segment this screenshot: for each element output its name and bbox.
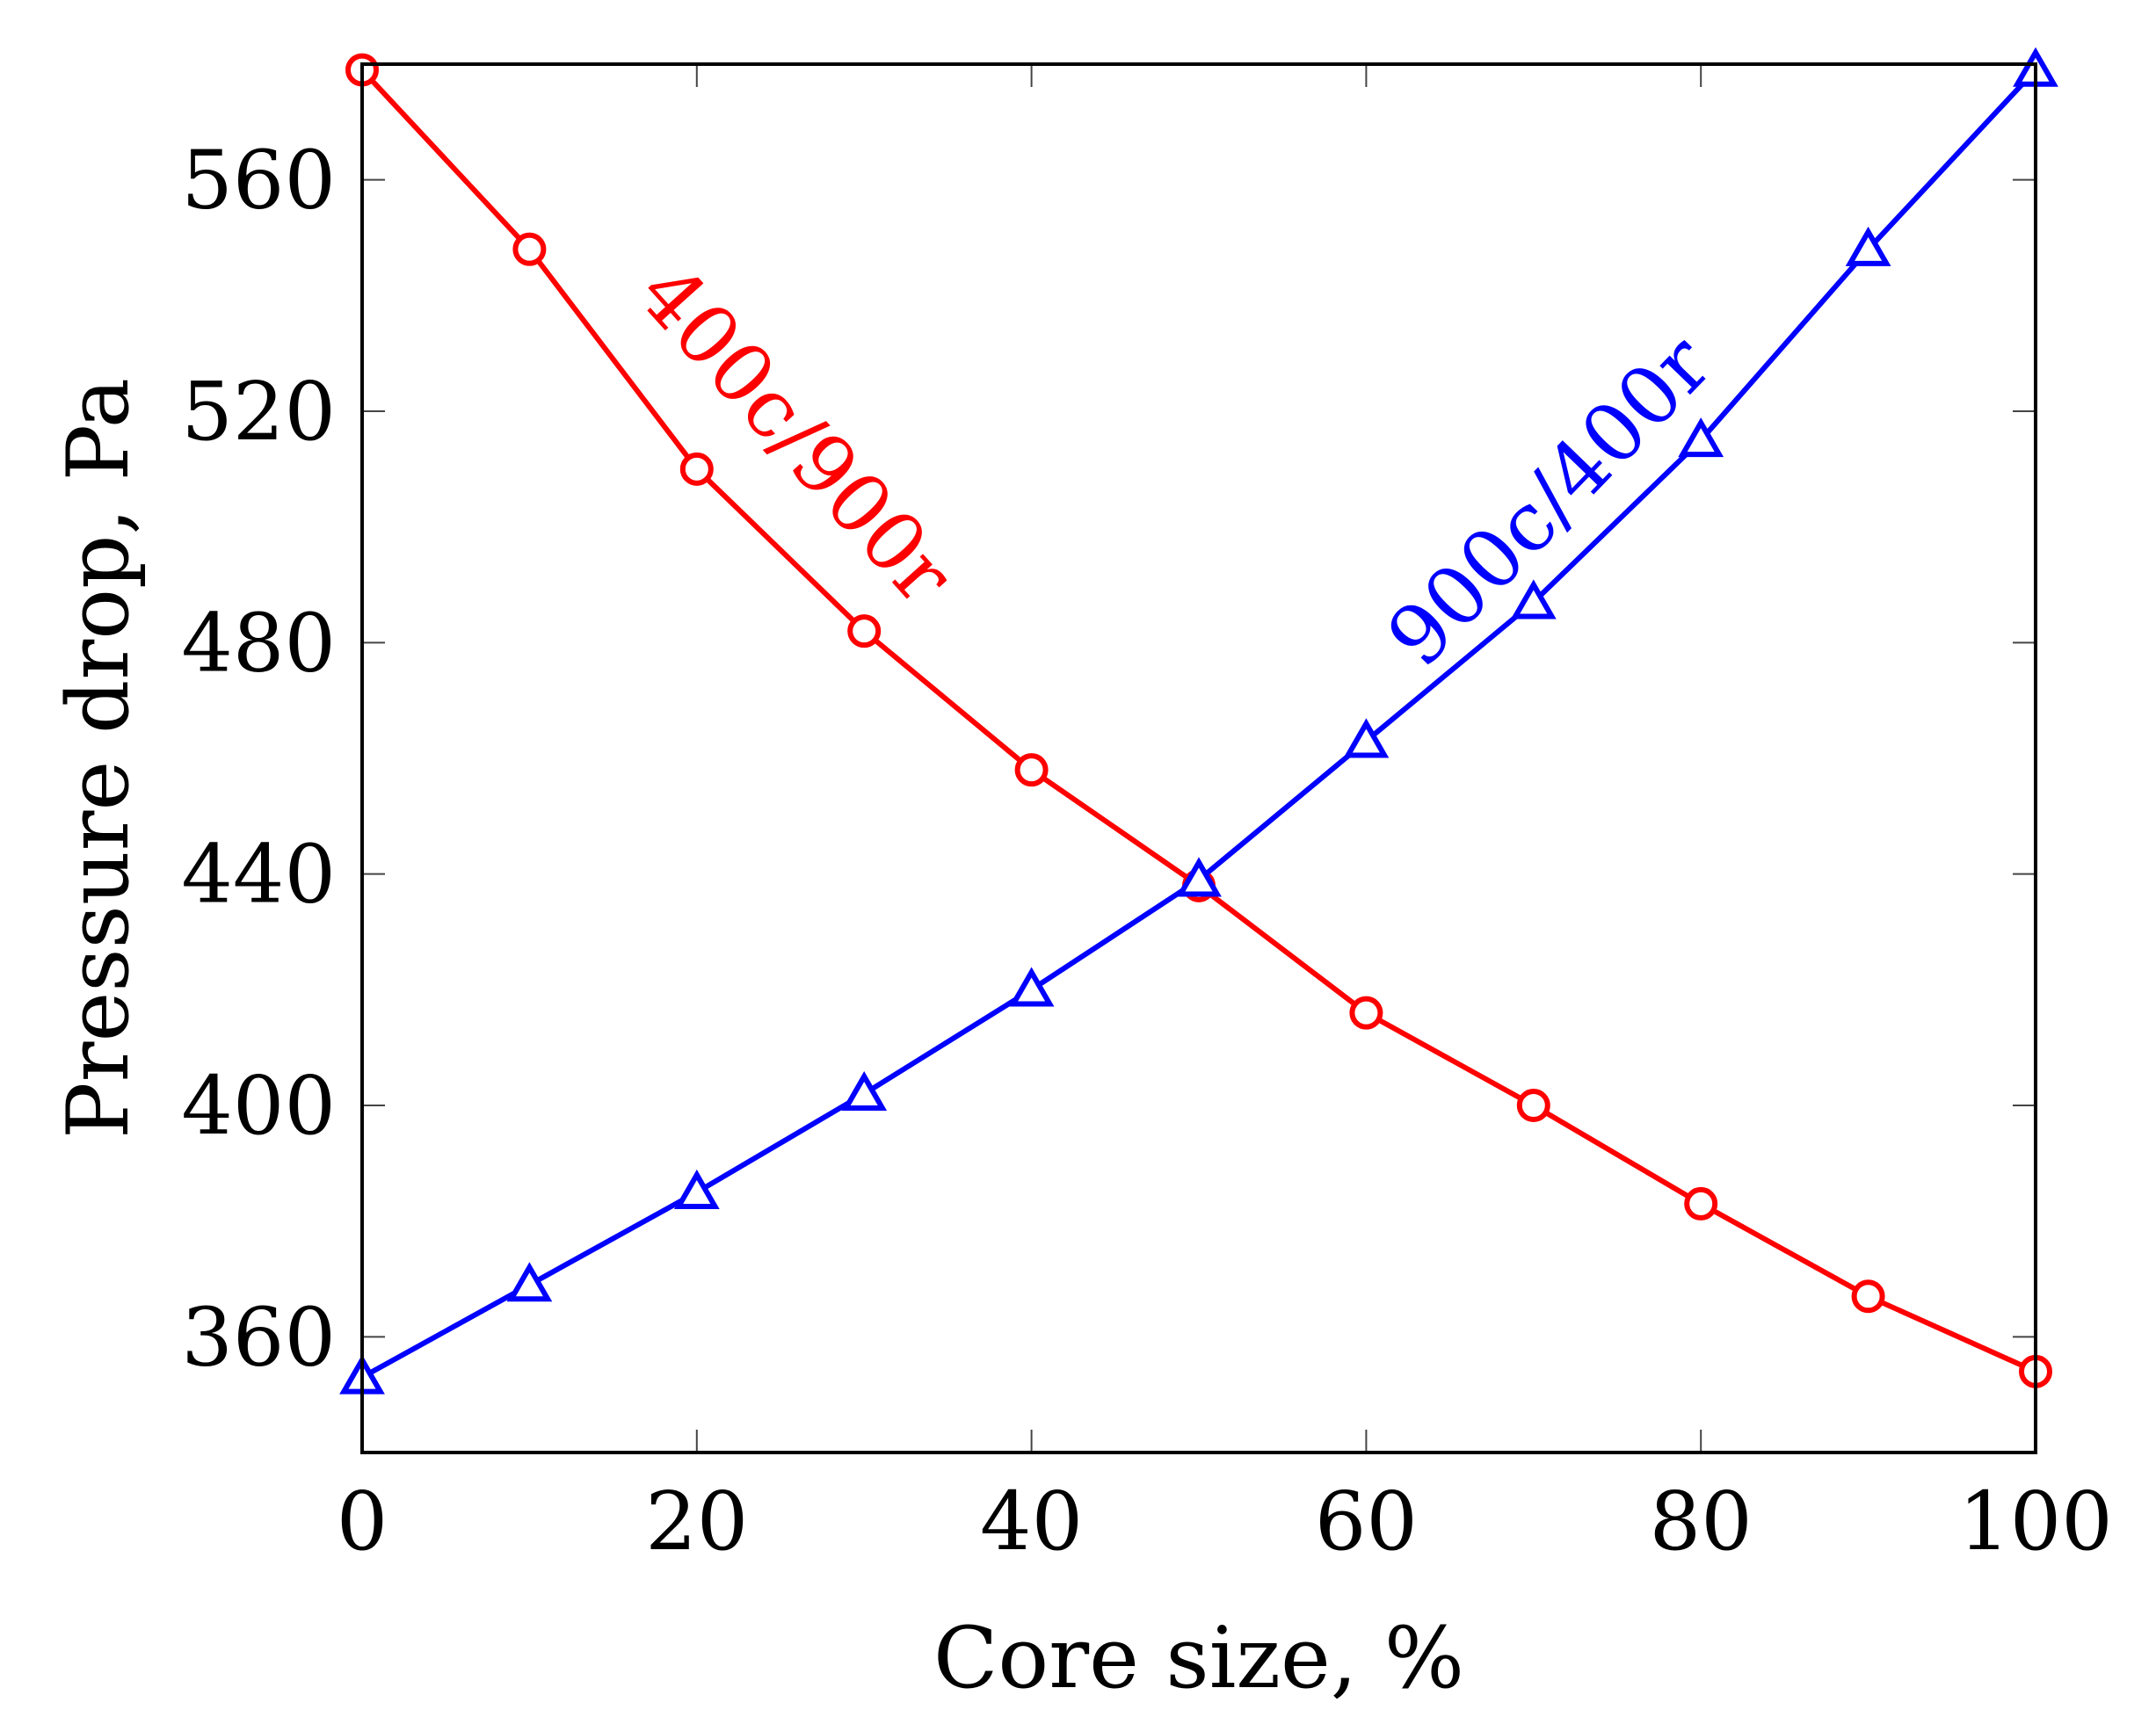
y-tick-label: 440: [181, 828, 336, 922]
data-point: [506, 1262, 553, 1302]
y-tick-label: 520: [181, 365, 336, 459]
data-point: [1008, 967, 1055, 1007]
data-point: [1516, 1089, 1550, 1122]
x-axis-label: Core size, %: [933, 1609, 1464, 1707]
x-tick-label: 40: [980, 1474, 1083, 1568]
x-tick-label: 0: [337, 1474, 388, 1568]
data-point: [1851, 1279, 1885, 1314]
data-point: [1176, 857, 1222, 897]
y-tick-label: 400: [181, 1059, 336, 1153]
series-line-1: [360, 68, 2038, 1380]
x-tick-label: 100: [1958, 1474, 2113, 1568]
data-point: [512, 232, 547, 266]
y-tick-label: 360: [181, 1290, 336, 1384]
x-tick-label: 20: [645, 1474, 748, 1568]
y-tick-label: 560: [181, 134, 336, 228]
data-point: [679, 452, 714, 486]
series-line-0: [359, 68, 2037, 1374]
y-tick-label: 480: [181, 596, 336, 690]
x-tick-label: 80: [1650, 1474, 1753, 1568]
data-point: [1510, 579, 1557, 619]
data-point: [1349, 996, 1383, 1030]
data-point: [673, 1169, 720, 1209]
data-point: [841, 1071, 888, 1112]
x-tick-label: 60: [1315, 1474, 1418, 1568]
data-point: [847, 614, 882, 648]
data-point: [1014, 753, 1049, 787]
data-point: [1678, 417, 1724, 458]
tick-labels: 0 20 40 60 80 100 360 400 440 480 520 560: [181, 134, 2112, 1568]
data-point: [1343, 718, 1390, 758]
series-layer: [339, 47, 2058, 1395]
series-0: [345, 53, 2052, 1388]
data-point: [1684, 1186, 1718, 1221]
plot-frame: [360, 62, 2037, 1454]
axis-ticks: [361, 64, 2036, 1453]
y-axis-label: Pressure drop, Pa: [49, 378, 148, 1139]
data-point: [1845, 226, 1891, 266]
series-1: [339, 47, 2058, 1395]
series-label-900c-400r: 900c/400r: [1369, 317, 1729, 685]
